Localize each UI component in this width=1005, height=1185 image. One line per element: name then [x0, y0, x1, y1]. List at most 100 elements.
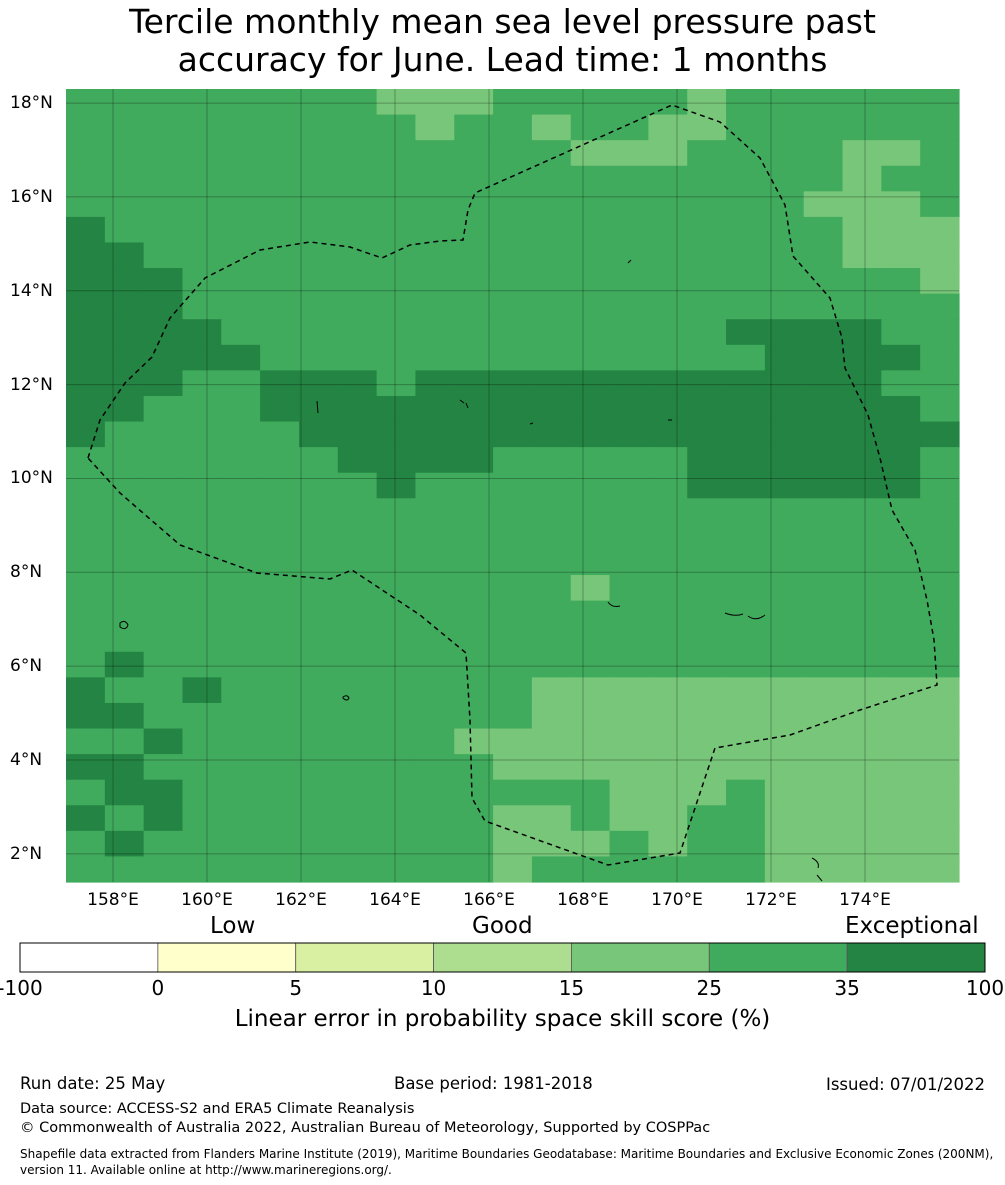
grid-cell	[415, 114, 455, 141]
grid-cell	[376, 702, 417, 730]
grid-cell	[376, 677, 417, 704]
grid-cell	[609, 830, 649, 858]
grid-cell	[298, 600, 339, 627]
grid-cell	[104, 805, 145, 832]
grid-cell	[609, 370, 649, 397]
island-outline	[119, 620, 129, 630]
grid-cell	[881, 626, 921, 653]
grid-cell	[803, 830, 844, 858]
grid-cell	[726, 651, 766, 678]
grid-cell	[764, 89, 805, 116]
grid-cell	[648, 395, 688, 423]
grid-cell	[143, 830, 184, 858]
grid-cell	[570, 728, 611, 755]
grid-cell	[764, 498, 805, 525]
grid-cell	[182, 395, 222, 423]
grid-cell	[104, 754, 145, 781]
grid-cell	[570, 293, 611, 320]
grid-cell	[531, 702, 572, 730]
grid-cell	[920, 293, 960, 320]
grid-cell	[764, 805, 805, 832]
grid-cell	[298, 268, 339, 295]
grid-cell	[143, 165, 184, 192]
grid-cell	[687, 216, 727, 244]
grid-cell	[570, 268, 611, 295]
grid-cell	[648, 600, 688, 627]
grid-cell	[570, 523, 611, 551]
grid-cell	[182, 242, 222, 269]
grid-cell	[648, 191, 688, 218]
grid-cell	[454, 447, 494, 474]
grid-cell	[182, 805, 222, 832]
grid-cell	[920, 216, 960, 244]
grid-cell	[687, 472, 727, 499]
grid-cell	[648, 472, 688, 499]
grid-cell	[260, 754, 300, 781]
grid-cell	[764, 140, 805, 167]
grid-cell	[260, 677, 300, 704]
grid-cell	[726, 702, 766, 730]
grid-cell	[687, 89, 727, 116]
grid-cell	[687, 677, 727, 704]
grid-cell	[726, 549, 766, 576]
grid-cell	[842, 549, 882, 576]
grid-cell	[764, 242, 805, 269]
grid-cell	[260, 702, 300, 730]
grid-cell	[104, 549, 145, 576]
grid-cell	[648, 140, 688, 167]
grid-cell	[493, 216, 533, 244]
grid-cell	[687, 651, 727, 678]
grid-cell	[609, 549, 649, 576]
grid-cell	[415, 89, 455, 116]
grid-cell	[570, 447, 611, 474]
base-period: Base period: 1981-2018	[394, 1074, 593, 1093]
grid-cell	[803, 702, 844, 730]
grid-cell	[609, 626, 649, 653]
grid-cell	[337, 575, 378, 602]
grid-cell	[376, 779, 417, 806]
grid-cell	[260, 89, 300, 116]
grid-cell	[221, 728, 261, 755]
grid-cell	[881, 242, 921, 269]
grid-cell	[493, 779, 533, 806]
grid-cell	[260, 421, 300, 448]
grid-cell	[764, 600, 805, 627]
grid-cell	[337, 421, 378, 448]
grid-cell	[803, 395, 844, 423]
grid-cell	[842, 472, 882, 499]
grid-cell	[531, 447, 572, 474]
grid-cell	[842, 575, 882, 602]
grid-cell	[648, 293, 688, 320]
colorbar-segment	[846, 942, 986, 973]
grid-cell	[66, 677, 106, 704]
grid-cell	[104, 421, 145, 448]
grid-cell	[609, 140, 649, 167]
grid-cell	[881, 830, 921, 858]
grid-cell	[337, 600, 378, 627]
grid-cell	[221, 498, 261, 525]
grid-cell	[570, 140, 611, 167]
grid-cell	[842, 523, 882, 551]
longitude-tick-label: 174°E	[839, 890, 891, 910]
grid-cell	[493, 140, 533, 167]
grid-cell	[493, 89, 533, 116]
grid-cell	[260, 626, 300, 653]
grid-cell	[104, 626, 145, 653]
grid-cell	[920, 370, 960, 397]
grid-cell	[687, 395, 727, 423]
grid-cell	[182, 779, 222, 806]
grid-cell	[609, 395, 649, 423]
grid-cell	[298, 191, 339, 218]
grid-cell	[493, 191, 533, 218]
grid-cell	[104, 728, 145, 755]
grid-cell	[648, 242, 688, 269]
grid-cell	[648, 370, 688, 397]
island-outline	[724, 612, 766, 620]
grid-cell	[143, 805, 184, 832]
grid-cell	[454, 114, 494, 141]
grid-cell	[881, 447, 921, 474]
grid-cell	[493, 319, 533, 346]
grid-cell	[66, 498, 106, 525]
grid-cell	[143, 575, 184, 602]
grid-cell	[182, 549, 222, 576]
